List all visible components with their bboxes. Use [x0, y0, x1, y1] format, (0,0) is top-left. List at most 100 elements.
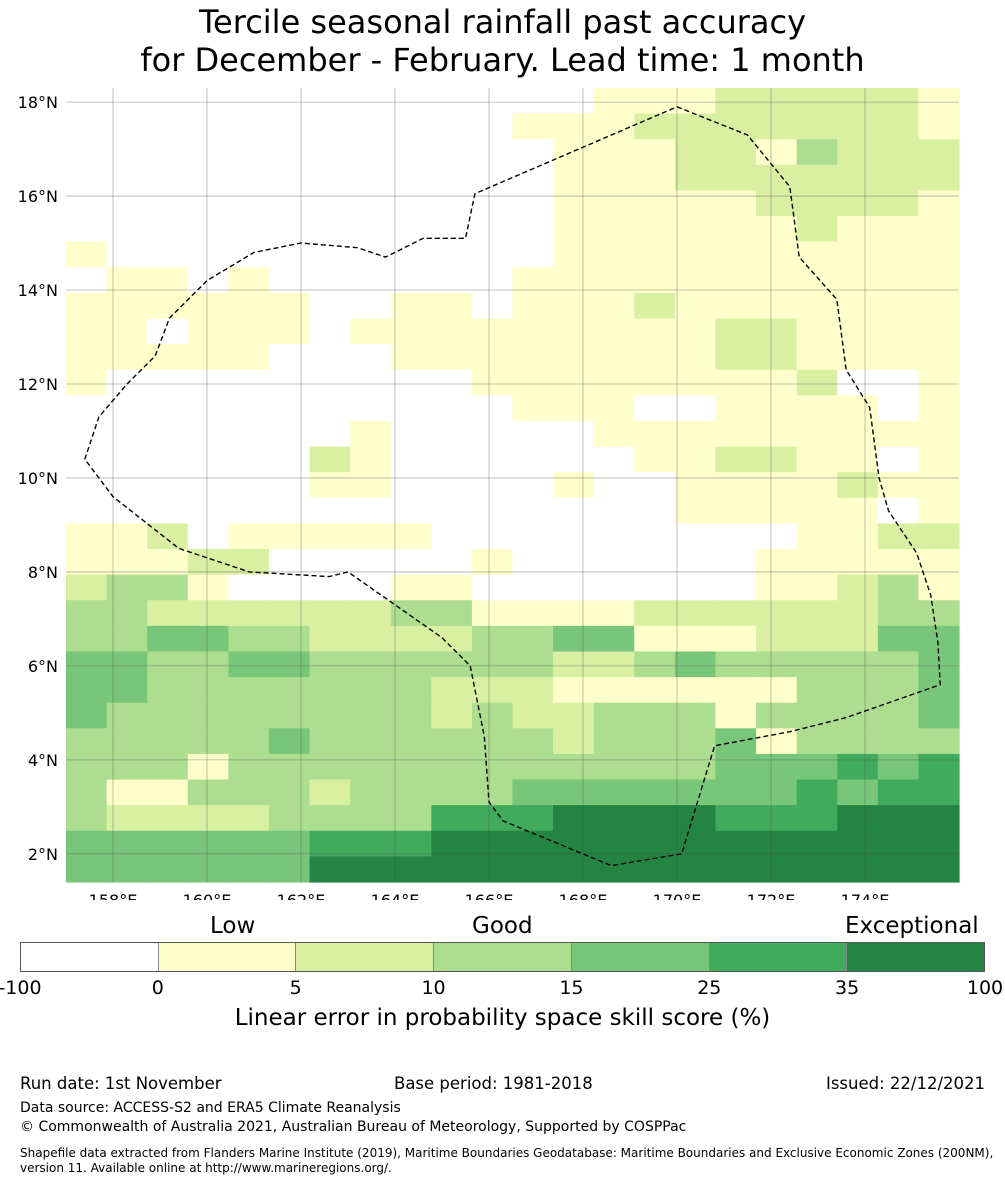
grid-cell — [147, 164, 189, 192]
grid-cell — [268, 830, 311, 857]
grid-cell — [309, 651, 351, 678]
grid-cell — [187, 216, 229, 243]
grid-cell — [553, 523, 595, 550]
grid-cell — [66, 420, 108, 448]
grid-cell — [471, 779, 514, 806]
grid-cell — [553, 625, 595, 653]
grid-cell — [66, 241, 108, 268]
grid-cell — [918, 88, 960, 115]
grid-cell — [634, 369, 676, 396]
grid-cell — [187, 523, 229, 550]
grid-cell — [796, 472, 838, 499]
map-title-line1: Tercile seasonal rainfall past accuracy — [198, 3, 807, 41]
grid-cell — [715, 267, 757, 294]
colorbar-tick-label: 25 — [697, 977, 722, 999]
data-source: Data source: ACCESS-S2 and ERA5 Climate … — [20, 1100, 401, 1116]
grid-cell — [553, 574, 595, 601]
grid-cell — [837, 856, 879, 883]
grid-cell — [66, 113, 108, 140]
grid-cell — [837, 651, 879, 678]
grid-cell — [756, 651, 798, 678]
grid-cell — [593, 267, 635, 294]
grid-cell — [593, 139, 635, 166]
grid-cell — [553, 292, 595, 320]
grid-cell — [634, 446, 676, 473]
grid-cell — [837, 472, 879, 499]
grid-cell — [553, 677, 595, 704]
grid-cell — [715, 753, 757, 781]
grid-cell — [512, 753, 554, 781]
grid-cell — [877, 856, 920, 883]
grid-cell — [593, 651, 635, 678]
grid-cell — [147, 369, 189, 396]
grid-cell — [918, 830, 960, 857]
grid-cell — [715, 446, 757, 473]
grid-cell — [431, 344, 473, 371]
grid-cell — [756, 625, 798, 653]
grid-cell — [796, 651, 838, 678]
grid-cell — [268, 549, 311, 576]
grid-cell — [431, 523, 473, 550]
grid-cell — [390, 805, 432, 832]
grid-cell — [796, 446, 838, 473]
grid-cell — [309, 318, 351, 345]
grid-cell — [390, 600, 432, 627]
grid-cell — [147, 88, 189, 115]
grid-cell — [106, 190, 148, 217]
grid-cell — [350, 856, 392, 883]
grid-cell — [634, 241, 676, 268]
grid-cell — [837, 702, 879, 729]
grid-cell — [228, 369, 270, 396]
grid-cell — [350, 241, 392, 268]
grid-cell — [106, 164, 148, 192]
grid-cell — [471, 728, 514, 755]
grid-cell — [309, 190, 351, 217]
grid-cell — [796, 600, 838, 627]
grid-cell — [674, 139, 717, 166]
grid-cell — [756, 395, 798, 422]
grid-cell — [228, 677, 270, 704]
grid-cell — [837, 164, 879, 192]
grid-cell — [268, 420, 311, 448]
grid-cell — [309, 574, 351, 601]
grid-cell — [634, 600, 676, 627]
grid-cell — [228, 805, 270, 832]
grid-cell — [796, 830, 838, 857]
grid-cell — [837, 395, 879, 422]
grid-cell — [309, 369, 351, 396]
grid-cell — [431, 164, 473, 192]
grid-cell — [837, 344, 879, 371]
grid-cell — [512, 625, 554, 653]
lon-tick-label: 170°E — [653, 891, 702, 900]
grid-cell — [350, 344, 392, 371]
grid-cell — [187, 574, 229, 601]
grid-cell — [553, 651, 595, 678]
grid-cell — [228, 420, 270, 448]
grid-cell — [106, 113, 148, 140]
grid-cell — [66, 830, 108, 857]
grid-cell — [715, 164, 757, 192]
grid-cell — [918, 805, 960, 832]
grid-cell — [715, 216, 757, 243]
grid-cell — [350, 267, 392, 294]
grid-cell — [268, 395, 311, 422]
grid-cell — [471, 856, 514, 883]
grid-cell — [187, 753, 229, 781]
grid-cell — [512, 728, 554, 755]
grid-cell — [471, 446, 514, 473]
grid-cell — [147, 753, 189, 781]
grid-cell — [147, 625, 189, 653]
grid-cell — [593, 472, 635, 499]
grid-cell — [634, 216, 676, 243]
grid-cell — [674, 523, 717, 550]
grid-cell — [553, 216, 595, 243]
grid-cell — [268, 728, 311, 755]
grid-cell — [390, 113, 432, 140]
colorbar-word-low: Low — [210, 913, 256, 939]
grid-cell — [106, 497, 148, 525]
grid-cell — [756, 856, 798, 883]
grid-cell — [918, 190, 960, 217]
grid-cell — [309, 395, 351, 422]
grid-cell — [512, 344, 554, 371]
grid-cell — [350, 395, 392, 422]
